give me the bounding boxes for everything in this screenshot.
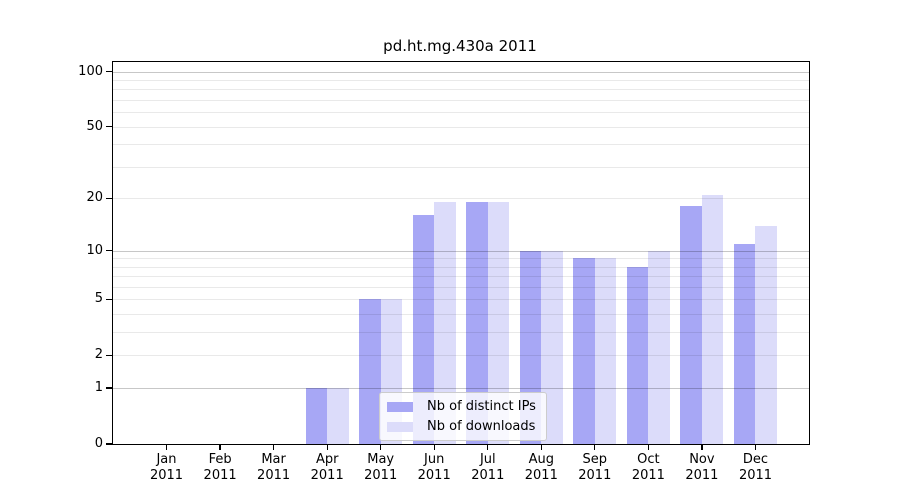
x-tick-jul xyxy=(487,445,489,450)
x-tick-label-apr: Apr 2011 xyxy=(287,452,367,484)
legend-label-distinct-ips: Nb of distinct IPs xyxy=(427,399,536,414)
x-tick-label-mar: Mar 2011 xyxy=(234,452,314,484)
gridline-minor-50 xyxy=(113,126,809,128)
x-label-month: Aug xyxy=(528,452,554,467)
bar-distinct-ips-jun xyxy=(412,215,435,444)
x-tick-jan xyxy=(165,445,168,450)
x-tick-label-jul: Jul 2011 xyxy=(448,452,528,484)
x-tick-label-dec: Dec 2011 xyxy=(716,452,796,484)
legend-entry-distinct-ips: Nb of distinct IPs xyxy=(387,399,536,414)
gridline-minor-90 xyxy=(113,80,809,81)
legend: Nb of distinct IPs Nb of downloads xyxy=(379,392,547,441)
x-label-month: May xyxy=(367,452,395,467)
gridline-major-100 xyxy=(113,71,809,73)
x-label-month: Nov xyxy=(689,452,715,467)
y-tick-label-0: 0 xyxy=(94,436,103,451)
y-tick-2 xyxy=(106,354,112,357)
y-tick-50 xyxy=(106,126,112,128)
gridline-minor-30 xyxy=(113,166,809,168)
x-tick-label-oct: Oct 2011 xyxy=(608,452,688,484)
x-label-month: Oct xyxy=(637,452,660,467)
x-label-month: Dec xyxy=(742,452,769,467)
x-label-month: Jul xyxy=(479,452,496,467)
bar-downloads-dec xyxy=(755,225,777,444)
x-label-year: 2011 xyxy=(471,468,505,483)
y-tick-1 xyxy=(106,387,112,389)
x-label-year: 2011 xyxy=(685,468,719,483)
x-label-month: Jun xyxy=(424,452,445,467)
legend-swatch-distinct-ips xyxy=(387,401,413,412)
x-label-year: 2011 xyxy=(257,468,291,483)
x-label-month: Mar xyxy=(261,452,286,467)
y-tick-label-20: 20 xyxy=(86,190,103,206)
y-tick-label-2: 2 xyxy=(94,347,103,363)
bar-distinct-ips-oct xyxy=(626,266,649,444)
y-tick-10 xyxy=(106,249,112,252)
x-label-year: 2011 xyxy=(738,468,773,483)
x-tick-mar xyxy=(272,445,275,450)
x-label-month: Sep xyxy=(582,452,608,467)
y-tick-label-10: 10 xyxy=(86,242,103,258)
x-label-month: Apr xyxy=(315,452,339,467)
y-tick-100 xyxy=(106,70,112,73)
bar-downloads-oct xyxy=(648,250,670,444)
x-tick-label-sep: Sep 2011 xyxy=(555,452,635,484)
x-tick-may xyxy=(380,445,382,450)
gridline-minor-70 xyxy=(113,100,809,101)
x-tick-apr xyxy=(326,445,328,450)
x-tick-sep xyxy=(594,445,596,450)
x-label-year: 2011 xyxy=(631,468,665,483)
bar-downloads-jul xyxy=(487,202,510,444)
x-tick-label-jan: Jan 2011 xyxy=(127,452,207,484)
bar-distinct-ips-may xyxy=(359,299,381,444)
bar-distinct-ips-dec xyxy=(733,243,756,444)
x-label-month: Feb xyxy=(208,452,232,467)
chart-title: pd.ht.mg.430a 2011 xyxy=(383,37,537,55)
y-tick-0 xyxy=(106,443,112,445)
x-label-year: 2011 xyxy=(203,468,237,483)
x-label-year: 2011 xyxy=(578,468,612,483)
x-tick-dec xyxy=(754,445,757,450)
x-tick-label-may: May 2011 xyxy=(341,452,421,484)
gridline-minor-40 xyxy=(113,144,809,146)
gridline-minor-60 xyxy=(113,112,809,114)
bar-downloads-apr xyxy=(327,388,349,444)
bar-distinct-ips-apr xyxy=(305,388,328,444)
x-tick-oct xyxy=(647,445,650,450)
legend-swatch-downloads xyxy=(387,421,413,432)
y-tick-label-100: 100 xyxy=(78,63,103,79)
bar-distinct-ips-nov xyxy=(680,206,702,444)
y-tick-label-1: 1 xyxy=(94,380,103,396)
x-tick-label-aug: Aug 2011 xyxy=(501,452,581,484)
plot-area: Nb of distinct IPs Nb of downloads 100 50… xyxy=(78,61,810,483)
x-tick-aug xyxy=(540,445,542,450)
gridline-minor-80 xyxy=(113,89,809,91)
x-tick-label-nov: Nov 2011 xyxy=(662,452,742,484)
bar-distinct-ips-jul xyxy=(466,202,488,444)
x-tick-jun xyxy=(433,445,435,450)
legend-entry-downloads: Nb of downloads xyxy=(387,419,536,434)
x-tick-nov xyxy=(701,445,703,450)
bar-downloads-nov xyxy=(701,194,724,444)
x-tick-feb xyxy=(219,445,221,450)
x-label-year: 2011 xyxy=(364,468,398,483)
x-label-year: 2011 xyxy=(310,468,344,483)
legend-label-downloads: Nb of downloads xyxy=(427,419,536,434)
bar-downloads-sep xyxy=(594,258,617,444)
x-tick-label-feb: Feb 2011 xyxy=(180,452,260,484)
x-label-year: 2011 xyxy=(524,468,558,483)
x-label-year: 2011 xyxy=(149,468,184,483)
y-tick-label-5: 5 xyxy=(94,291,103,307)
y-tick-label-50: 50 xyxy=(86,118,103,134)
y-tick-20 xyxy=(106,197,112,199)
y-tick-5 xyxy=(106,298,112,301)
bar-distinct-ips-sep xyxy=(573,258,595,444)
bar-downloads-jun xyxy=(434,202,456,444)
x-label-month: Jan xyxy=(156,452,177,467)
x-label-year: 2011 xyxy=(417,468,451,483)
x-tick-label-jun: Jun 2011 xyxy=(394,452,474,484)
